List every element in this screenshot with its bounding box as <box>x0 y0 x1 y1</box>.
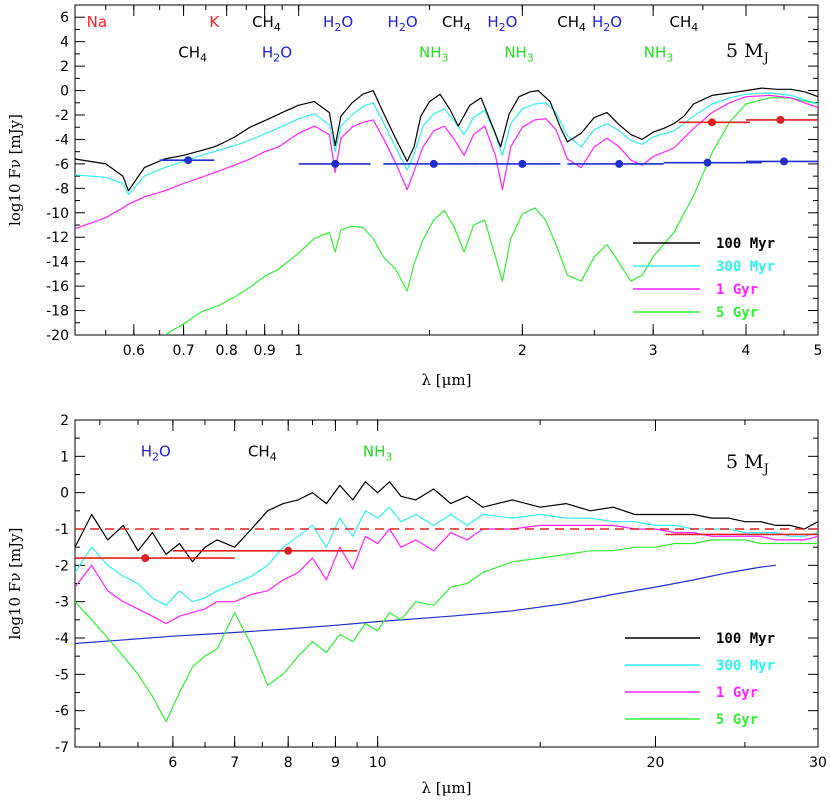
y-tick-label: -16 <box>46 279 69 295</box>
red-sensitivity-point <box>284 546 293 555</box>
panel-title: 5 MJ <box>726 451 769 477</box>
x-tick-label: 0.8 <box>216 343 238 359</box>
y-tick-label: -4 <box>55 132 69 148</box>
molecule-label: H2O <box>592 13 622 34</box>
x-tick-label: 3 <box>649 343 658 359</box>
molecule-label: H2O <box>141 442 171 463</box>
y-tick-label: -6 <box>55 157 69 173</box>
y-tick-label: -2 <box>55 108 69 124</box>
y-tick-label: -4 <box>55 631 69 647</box>
molecule-label: K <box>209 13 220 31</box>
blue-sensitivity-point <box>615 159 624 168</box>
blue-sensitivity-point <box>184 156 193 165</box>
blue-sensitivity-point <box>429 159 438 168</box>
x-tick-label: 8 <box>284 755 293 771</box>
x-axis-label: λ [μm] <box>422 779 472 797</box>
x-tick-label: 0.9 <box>254 343 276 359</box>
y-tick-label: 0 <box>60 486 69 502</box>
red-sensitivity-point <box>776 115 785 124</box>
y-tick-label: 0 <box>60 84 69 100</box>
y-tick-label: -14 <box>46 255 69 271</box>
y-tick-label: -20 <box>46 328 69 344</box>
molecule-label: CH4 <box>178 44 207 65</box>
molecule-label: NH3 <box>419 44 449 65</box>
y-tick-label: -6 <box>55 704 69 720</box>
blue-sensitivity-point <box>331 159 340 168</box>
x-tick-label: 1 <box>294 343 303 359</box>
top-panel: 6 4 2 0 -2 -4 -6 -8 -10 -12 -14 -16 -18 -20 0.6 0.7 0.8 0… <box>6 4 823 389</box>
molecule-label: H2O <box>323 13 353 34</box>
molecule-label: CH4 <box>252 13 281 34</box>
y-tick-label: 4 <box>60 35 69 51</box>
series-line-1-gyr <box>75 94 818 230</box>
series-line-100-myr <box>75 87 818 192</box>
x-tick-label: 9 <box>331 755 340 771</box>
y-tick-label: -12 <box>46 230 69 246</box>
x-tick-label: 30 <box>809 755 827 771</box>
series-line-100-myr <box>75 481 818 563</box>
y-tick-label: -8 <box>55 181 69 197</box>
x-tick-label: 4 <box>742 343 751 359</box>
panel-title: 5 MJ <box>726 40 769 66</box>
x-axis-label: λ [μm] <box>422 371 472 389</box>
y-tick-label: -3 <box>55 595 69 611</box>
x-tick-label: 10 <box>369 755 387 771</box>
y-tick-label: 2 <box>60 59 69 75</box>
red-sensitivity-point <box>707 118 716 127</box>
red-sensitivity-point <box>141 554 150 563</box>
plot-frame <box>74 4 819 336</box>
x-tick-label: 0.6 <box>123 343 145 359</box>
blue-sensitivity-point <box>518 159 527 168</box>
molecule-label: H2O <box>388 13 418 34</box>
x-tick-label: 6 <box>168 755 177 771</box>
legend-label: 100 Myr <box>716 631 775 647</box>
blue-sensitivity-point <box>703 158 712 167</box>
molecule-label: H2O <box>487 13 517 34</box>
series-line-300-myr <box>75 506 818 606</box>
y-tick-label: -18 <box>46 304 69 320</box>
x-tick-label: 5 <box>814 343 823 359</box>
y-tick-label: 2 <box>60 413 69 429</box>
molecule-label: NH3 <box>644 44 674 65</box>
y-axis-label: log10 Fν [mJy] <box>6 114 24 226</box>
y-tick-label: -7 <box>55 740 69 756</box>
molecule-label: CH4 <box>248 442 277 463</box>
y-tick-label: -2 <box>55 558 69 574</box>
legend-label: 1 Gyr <box>716 685 758 701</box>
legend-label: 1 Gyr <box>716 282 758 298</box>
x-tick-label: 20 <box>647 755 665 771</box>
series-line-1-gyr <box>75 524 818 625</box>
molecule-label: CH4 <box>442 13 471 34</box>
series-line-5-gyr <box>164 97 818 335</box>
molecule-label: CH4 <box>670 13 699 34</box>
x-tick-label: 0.7 <box>172 343 194 359</box>
molecule-label: NH3 <box>504 44 534 65</box>
y-tick-label: -1 <box>55 522 69 538</box>
x-tick-label: 7 <box>230 755 239 771</box>
molecule-label: Na <box>87 13 107 31</box>
y-tick-label: -10 <box>46 206 69 222</box>
series-line-300-myr <box>75 92 818 195</box>
series-group <box>75 481 818 723</box>
series-line-blue-continuum <box>75 564 776 645</box>
bottom-panel: 210-1-2-3-4-5-6-76 7 8 9 10 20 30λ [μm]log10 F… <box>6 413 827 797</box>
y-axis-label: log10 Fν [mJy] <box>6 528 24 640</box>
legend-label: 300 Myr <box>716 658 775 674</box>
series-group <box>75 87 818 335</box>
blue-sensitivity-point <box>780 157 789 166</box>
molecule-label: CH4 <box>557 13 586 34</box>
series-line-5-gyr <box>75 539 818 723</box>
y-tick-label: 6 <box>60 10 69 26</box>
plot-frame <box>74 419 819 748</box>
x-tick-label: 2 <box>518 343 527 359</box>
legend-label: 5 Gyr <box>716 305 758 321</box>
molecule-label: NH3 <box>363 442 393 463</box>
y-tick-label: -5 <box>55 667 69 683</box>
legend-label: 5 Gyr <box>716 712 758 728</box>
legend-label: 100 Myr <box>716 236 775 252</box>
molecule-label: H2O <box>262 44 292 65</box>
y-tick-label: 1 <box>60 449 69 465</box>
legend-label: 300 Myr <box>716 259 775 275</box>
